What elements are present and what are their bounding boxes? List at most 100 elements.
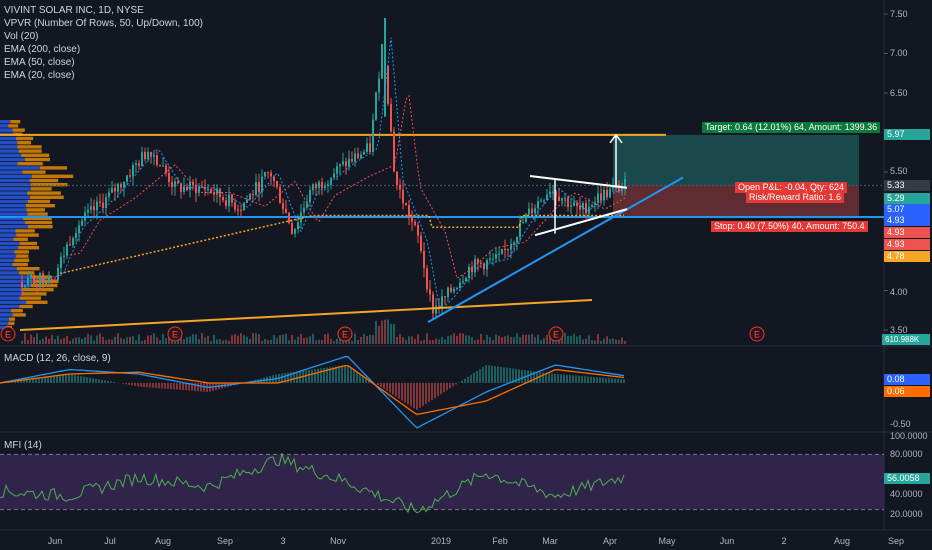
volume-bar	[189, 336, 191, 344]
volume-bar	[249, 338, 251, 344]
vpvr-bar-up	[0, 136, 16, 141]
macd-histogram-bar	[173, 383, 175, 390]
x-tick-jun2: Jun	[719, 536, 735, 546]
candle-body	[564, 197, 566, 199]
macd-histogram-bar	[530, 370, 532, 383]
vpvr-bar-down	[8, 321, 15, 325]
target-box[interactable]: Target: 0.64 (12.01%) 64, Amount: 1399.3…	[702, 122, 881, 133]
volume-bar	[84, 337, 86, 344]
macd-line	[0, 356, 625, 429]
volume-bar	[336, 338, 338, 344]
candle-body	[294, 229, 296, 234]
volume-bar	[441, 336, 443, 344]
macd-histogram-bar	[485, 365, 487, 383]
macd-histogram-bar	[401, 383, 403, 401]
vpvr-bar-down	[12, 262, 28, 267]
vpvr-bar-up	[0, 267, 17, 271]
ema20-line	[39, 37, 626, 310]
vpvr-bar-up	[0, 216, 24, 220]
vpvr-bar-down	[21, 288, 54, 292]
vpvr-bar-down	[12, 128, 25, 132]
macd-histogram-bar	[47, 376, 49, 383]
candle-body	[546, 194, 548, 201]
x-tick-sep2: Sep	[887, 536, 905, 546]
macd-histogram-bar	[329, 367, 331, 383]
volume-bar	[522, 334, 524, 344]
volume-bar	[75, 337, 77, 344]
candle-body	[132, 165, 134, 177]
candle-body	[321, 181, 323, 188]
candle-body	[36, 284, 38, 286]
volume-bar	[171, 339, 173, 344]
volume-bar	[270, 339, 272, 344]
macd-histogram-bar	[452, 383, 454, 387]
stop-box[interactable]: Stop: 0.40 (7.50%) 40, Amount: 750.4	[711, 221, 868, 232]
volume-bar	[72, 338, 74, 344]
price-tick-700: 7.00	[890, 48, 908, 58]
candle-body	[399, 185, 401, 190]
vpvr-bar-up	[0, 292, 22, 296]
badge-stop-1: 4.93	[884, 227, 930, 238]
vpvr-bar-up	[0, 170, 23, 174]
macd-histogram-bar	[608, 378, 610, 383]
vpvr-bar-down	[25, 220, 53, 225]
candle-body	[111, 187, 113, 193]
vpvr-bar-down	[18, 149, 42, 153]
macd-histogram-bar	[443, 383, 445, 393]
risk-reward-box[interactable]: Risk/Reward Ratio: 1.6	[746, 192, 845, 203]
candle-body	[231, 194, 233, 203]
candle-body	[33, 274, 35, 285]
volume-bar	[51, 334, 53, 344]
macd-histogram-bar	[533, 371, 535, 383]
macd-histogram-bar	[416, 383, 418, 410]
candle-body	[420, 235, 422, 251]
vpvr-bar-down	[16, 233, 39, 237]
candle-body	[327, 184, 329, 187]
vpvr-bar-up	[0, 157, 25, 162]
volume-bar	[468, 335, 470, 344]
volume-bar	[207, 335, 209, 344]
vpvr-bar-up	[0, 178, 30, 183]
macd-histogram-bar	[179, 383, 181, 390]
macd-histogram-bar	[464, 378, 466, 383]
candle-body	[93, 206, 95, 211]
candle-body	[549, 191, 551, 195]
vpvr-bar-up	[0, 275, 31, 279]
macd-histogram-bar	[26, 379, 28, 383]
candle-body	[570, 205, 572, 207]
volume-bar	[354, 333, 356, 344]
volume-bar	[597, 334, 599, 344]
volume-bar	[168, 337, 170, 344]
macd-histogram-bar	[29, 379, 31, 383]
volume-bar	[594, 340, 596, 344]
open-pnl-box[interactable]: Open P&L: -0.04, Qty: 624	[735, 182, 848, 193]
macd-histogram-bar	[413, 383, 415, 409]
volume-bar	[315, 340, 317, 344]
volume-bar	[576, 336, 578, 344]
vpvr-bar-up	[0, 325, 6, 330]
macd-histogram-bar	[476, 370, 478, 383]
macd-histogram-bar	[506, 367, 508, 383]
macd-histogram-bar	[125, 383, 127, 385]
volume-bar	[150, 335, 152, 344]
volume-bar	[330, 338, 332, 344]
macd-histogram-bar	[479, 368, 481, 383]
macd-histogram-bar	[14, 381, 16, 383]
volume-bar	[540, 340, 542, 344]
macd-histogram-bar	[545, 372, 547, 383]
chart-title: VIVINT SOLAR INC, 1D, NYSE	[4, 5, 144, 16]
macd-histogram-bar	[146, 383, 148, 388]
vpvr-bar-down	[24, 157, 50, 162]
candle-body	[555, 191, 557, 197]
macd-histogram-bar	[92, 378, 94, 383]
earnings-marker-1	[167, 326, 183, 342]
volume-bar	[111, 339, 113, 344]
macd-histogram-bar	[449, 383, 451, 389]
volume-bar	[357, 339, 359, 344]
macd-histogram-bar	[500, 366, 502, 383]
vpvr-bar-down	[15, 136, 34, 141]
macd-histogram-bar	[59, 375, 61, 383]
vpvr-bar-down	[8, 317, 16, 321]
